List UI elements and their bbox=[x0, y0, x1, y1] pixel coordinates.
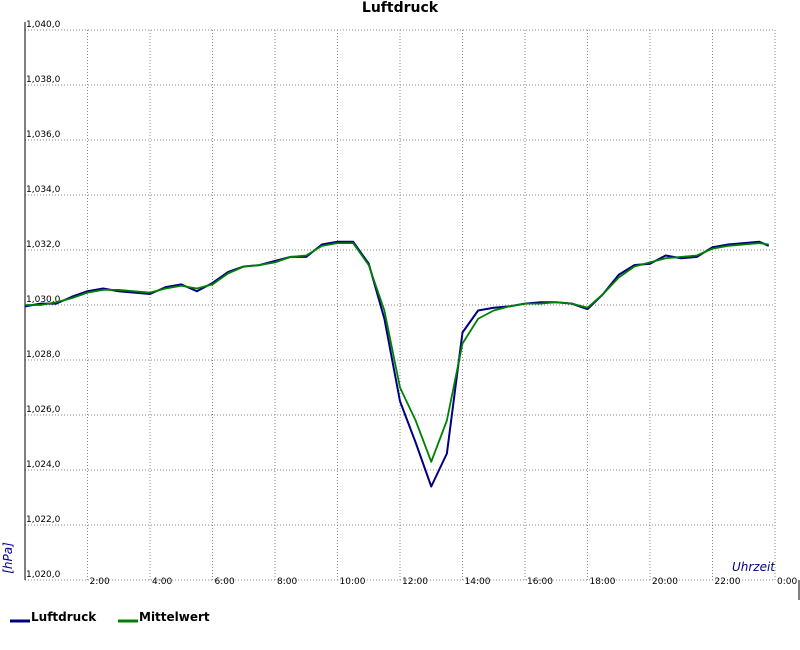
y-tick-label: 1,022,0 bbox=[26, 515, 61, 525]
x-tick-label: 16:00 bbox=[527, 577, 553, 587]
x-tick-label: 14:00 bbox=[465, 577, 491, 587]
x-tick-label: 2:00 bbox=[90, 577, 110, 587]
legend-label: Luftdruck bbox=[31, 610, 97, 624]
y-axis-label: [hPa] bbox=[1, 542, 15, 574]
data-line bbox=[25, 242, 769, 463]
y-tick-label: 1,038,0 bbox=[26, 75, 61, 85]
y-tick-label: 1,034,0 bbox=[26, 185, 61, 195]
x-tick-label: 10:00 bbox=[340, 577, 366, 587]
x-tick-label: 0:00 bbox=[777, 577, 797, 587]
y-tick-label: 1,026,0 bbox=[26, 405, 61, 415]
y-tick-label: 1,020,0 bbox=[26, 570, 61, 580]
x-tick-label: 22:00 bbox=[715, 577, 741, 587]
y-tick-label: 1,036,0 bbox=[26, 130, 61, 140]
y-tick-label: 1,040,0 bbox=[26, 20, 61, 30]
x-tick-label: 18:00 bbox=[590, 577, 616, 587]
x-tick-label: 4:00 bbox=[152, 577, 172, 587]
y-tick-label: 1,028,0 bbox=[26, 350, 61, 360]
chart-title: Luftdruck bbox=[362, 0, 439, 16]
legend-label: Mittelwert bbox=[139, 610, 210, 624]
data-line bbox=[24, 240, 770, 488]
x-axis-label: Uhrzeit bbox=[732, 560, 776, 574]
x-tick-label: 8:00 bbox=[277, 577, 297, 587]
x-tick-label: 6:00 bbox=[215, 577, 235, 587]
y-tick-label: 1,032,0 bbox=[26, 240, 61, 250]
x-tick-label: 20:00 bbox=[652, 577, 678, 587]
x-tick-label: 12:00 bbox=[402, 577, 428, 587]
y-tick-label: 1,024,0 bbox=[26, 460, 61, 470]
y-tick-label: 1,030,0 bbox=[26, 295, 61, 305]
